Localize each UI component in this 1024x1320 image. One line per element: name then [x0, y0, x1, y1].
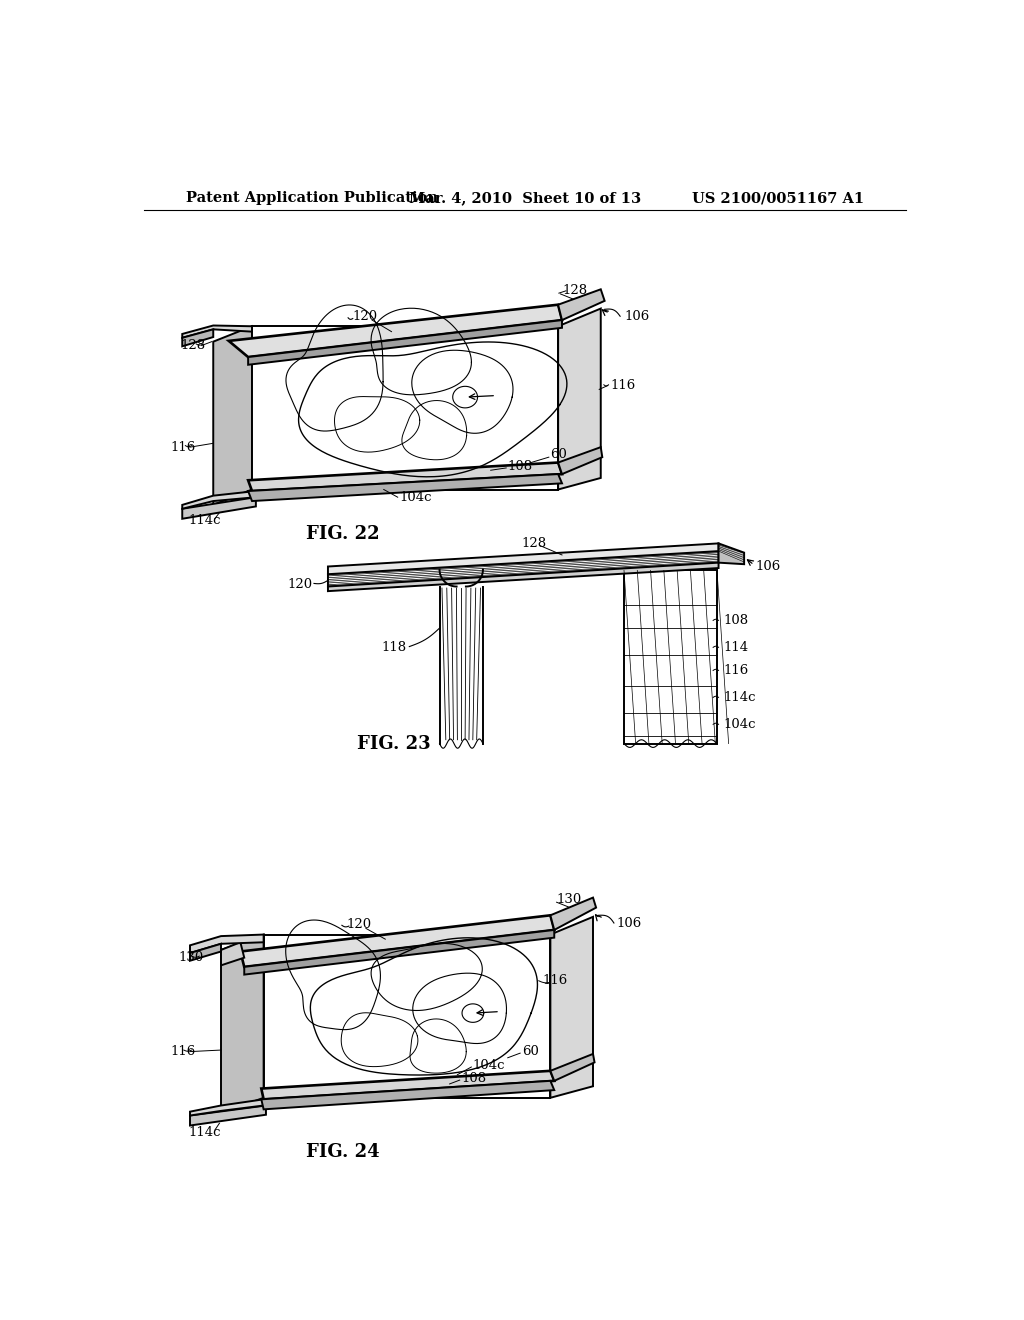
Text: 106: 106: [616, 916, 641, 929]
Polygon shape: [228, 305, 562, 358]
Text: 114: 114: [723, 640, 749, 653]
Polygon shape: [558, 309, 601, 490]
Text: FIG. 24: FIG. 24: [306, 1143, 380, 1160]
Polygon shape: [248, 474, 562, 502]
Text: 60: 60: [550, 449, 567, 462]
Text: 128: 128: [562, 284, 587, 297]
Text: 104c: 104c: [399, 491, 432, 504]
Polygon shape: [213, 326, 252, 506]
Text: FIG. 23: FIG. 23: [356, 735, 430, 752]
Polygon shape: [328, 552, 719, 586]
Text: 116: 116: [610, 379, 635, 392]
Text: 128: 128: [180, 339, 206, 352]
Polygon shape: [558, 447, 602, 474]
Text: 108: 108: [723, 614, 749, 627]
Polygon shape: [245, 929, 554, 974]
Polygon shape: [328, 544, 719, 574]
Text: 116: 116: [171, 441, 196, 454]
Text: 118: 118: [382, 640, 407, 653]
Polygon shape: [182, 498, 256, 519]
Text: Patent Application Publication: Patent Application Publication: [186, 191, 438, 206]
Polygon shape: [261, 1071, 554, 1100]
Polygon shape: [248, 462, 562, 491]
Polygon shape: [221, 942, 245, 965]
Polygon shape: [252, 326, 558, 490]
Text: 120: 120: [346, 917, 372, 931]
Polygon shape: [248, 321, 562, 364]
Polygon shape: [261, 1081, 554, 1109]
Polygon shape: [550, 917, 593, 1098]
Polygon shape: [190, 944, 221, 961]
Text: 114c: 114c: [723, 690, 756, 704]
Polygon shape: [190, 1106, 266, 1126]
Polygon shape: [624, 570, 717, 743]
Text: FIG. 22: FIG. 22: [306, 525, 380, 543]
Polygon shape: [550, 1053, 595, 1081]
Polygon shape: [558, 289, 604, 321]
Text: 130: 130: [178, 952, 204, 964]
Text: 114c: 114c: [188, 513, 221, 527]
Text: 108: 108: [508, 459, 532, 473]
Text: 120: 120: [288, 578, 312, 591]
Text: 106: 106: [624, 310, 649, 323]
Text: 104c: 104c: [723, 718, 756, 731]
Text: US 2100/0051167 A1: US 2100/0051167 A1: [692, 191, 864, 206]
Polygon shape: [328, 562, 719, 591]
Polygon shape: [263, 935, 550, 1098]
Polygon shape: [241, 915, 554, 966]
Polygon shape: [550, 898, 596, 929]
Text: 114c: 114c: [188, 1126, 221, 1139]
Text: 130: 130: [557, 892, 582, 906]
Text: 116: 116: [723, 664, 749, 677]
Polygon shape: [190, 1100, 263, 1115]
Text: 120: 120: [352, 310, 378, 323]
Text: 128: 128: [521, 537, 547, 550]
Text: 108: 108: [461, 1072, 486, 1085]
Text: 104c: 104c: [473, 1059, 506, 1072]
Polygon shape: [182, 326, 252, 338]
Polygon shape: [182, 491, 256, 508]
Polygon shape: [221, 935, 263, 1113]
Text: Mar. 4, 2010  Sheet 10 of 13: Mar. 4, 2010 Sheet 10 of 13: [409, 191, 641, 206]
Polygon shape: [719, 544, 744, 564]
Text: 106: 106: [756, 560, 781, 573]
Text: 116: 116: [171, 1045, 196, 1059]
Polygon shape: [182, 330, 213, 346]
Text: 116: 116: [543, 974, 568, 987]
Polygon shape: [190, 935, 263, 953]
Text: 60: 60: [521, 1045, 539, 1059]
